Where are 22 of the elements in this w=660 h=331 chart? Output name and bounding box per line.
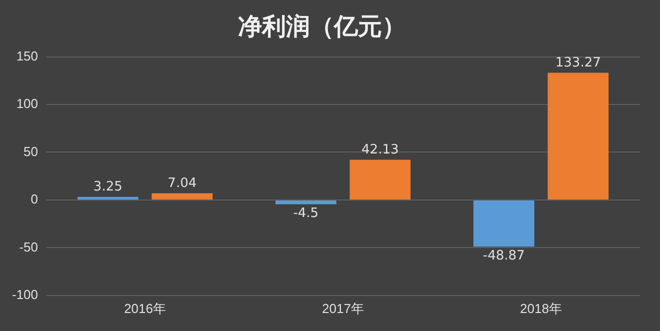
y-tick-label: 50 [24,144,38,159]
x-tick-label: 2017年 [322,300,364,316]
bar [275,200,336,204]
data-label: 133.27 [555,56,601,71]
bar [548,72,609,200]
data-label: 3.25 [93,180,122,195]
bar [350,160,411,200]
y-tick-label: 150 [16,48,38,64]
y-tick-label: -50 [19,239,38,254]
chart-title: 净利润（亿元） [238,12,406,41]
data-label: -48.87 [482,248,525,264]
data-label: -4.5 [293,206,319,222]
bar [77,196,138,200]
data-label: 7.04 [168,176,197,192]
data-label: 42.13 [362,142,399,158]
bar [152,193,213,200]
y-tick-label: -100 [12,286,38,302]
y-tick-label: 0 [30,192,38,207]
y-tick-label: 100 [16,96,38,112]
x-tick-label: 2016年 [124,300,166,316]
x-tick-label: 2018年 [520,300,562,316]
bar [473,200,534,247]
